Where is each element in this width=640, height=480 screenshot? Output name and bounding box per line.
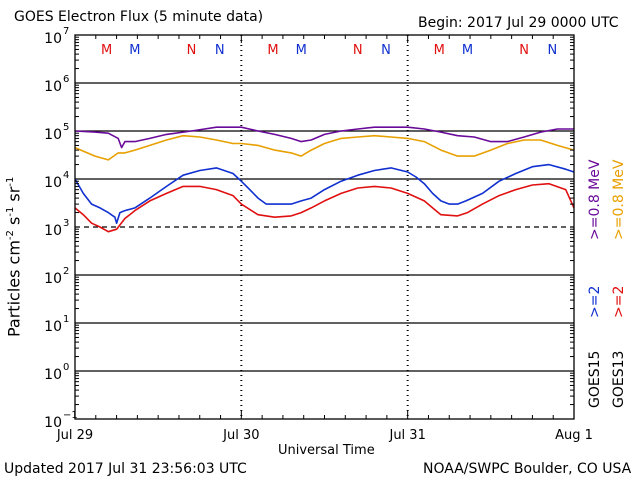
legend-goes15-gt2: >=2 — [587, 285, 603, 318]
legend-goes13: GOES13 — [611, 350, 627, 408]
grid-lines — [75, 35, 574, 419]
y-tick-exponent: 2 — [63, 266, 69, 277]
series-line-0 — [74, 126, 574, 149]
mn-marker: N — [353, 43, 363, 58]
begin-label: Begin: 2017 Jul 29 0000 UTC — [418, 15, 619, 31]
x-tick-label: Jul 29 — [56, 428, 93, 443]
mn-marker: N — [187, 43, 197, 58]
chart-title: GOES Electron Flux (5 minute data) — [14, 9, 264, 25]
mn-marker: M — [434, 43, 445, 58]
credit-label: NOAA/SWPC Boulder, CO USA — [423, 461, 632, 477]
x-axis-label: Universal Time — [278, 443, 375, 458]
x-tick-label: Aug 1 — [555, 428, 593, 443]
mn-marker: N — [548, 43, 558, 58]
y-tick-label: 10 — [44, 175, 62, 191]
legend-goes15: GOES15 — [587, 350, 603, 408]
legend-goes13-gt08: >=0.8 MeV — [611, 159, 627, 240]
mn-marker: M — [296, 43, 307, 58]
series-lines — [74, 126, 575, 233]
mn-marker: N — [381, 43, 391, 58]
updated-label: Updated 2017 Jul 31 23:56:03 UTC — [4, 461, 247, 477]
series-line-1 — [74, 134, 575, 161]
y-tick-exponent: −1 — [63, 410, 78, 421]
mn-marker: N — [519, 43, 529, 58]
y-tick-exponent: 4 — [63, 170, 69, 181]
x-tick-label: Jul 30 — [222, 428, 259, 443]
y-tick-label: 10 — [44, 223, 62, 239]
mn-marker: M — [101, 43, 112, 58]
y-tick-exponent: 1 — [63, 314, 69, 325]
y-tick-label: 10 — [44, 79, 62, 95]
y-tick-exponent: 5 — [63, 122, 69, 133]
plot-border — [74, 34, 575, 420]
y-tick-exponent: 7 — [63, 26, 69, 37]
y-tick-label: 10 — [44, 415, 62, 431]
y-tick-label: 10 — [44, 127, 62, 143]
y-tick-exponent: 0 — [63, 362, 69, 373]
y-tick-label: 10 — [44, 367, 62, 383]
y-tick-label: 10 — [44, 271, 62, 287]
y-tick-label: 10 — [44, 319, 62, 335]
mn-marker: N — [215, 43, 225, 58]
y-tick-label: 10 — [44, 31, 62, 47]
series-line-3 — [74, 182, 575, 233]
y-tick-exponent: 6 — [63, 74, 69, 85]
y-tick-exponent: 3 — [63, 218, 69, 229]
mn-marker: M — [129, 43, 140, 58]
x-tick-label: Jul 31 — [388, 428, 425, 443]
series-line-2 — [74, 163, 575, 224]
mn-marker: M — [462, 43, 473, 58]
legend-goes13-gt2: >=2 — [611, 285, 627, 318]
mn-marker: M — [267, 43, 278, 58]
legend-goes15-gt08: >=0.8 MeV — [587, 159, 603, 240]
y-axis-label: Particles cm-2 s-1 sr-1 — [4, 176, 24, 337]
